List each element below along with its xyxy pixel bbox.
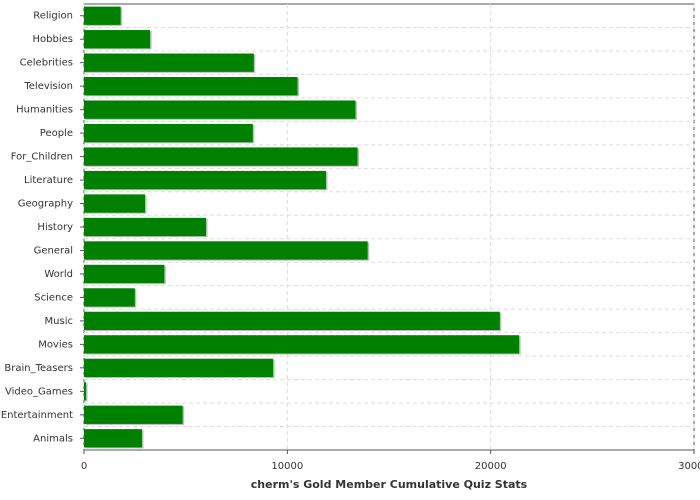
x-tick-label: 0 xyxy=(81,461,87,472)
y-tick-label: For_Children xyxy=(11,152,73,163)
bar xyxy=(84,194,145,213)
bar-layer xyxy=(84,6,521,449)
y-tick-label: Brain_Teasers xyxy=(4,363,73,374)
y-tick-label: Celebrities xyxy=(20,58,73,69)
y-tick-label: Literature xyxy=(24,175,73,186)
bar xyxy=(84,264,165,284)
y-tick-label: Hobbies xyxy=(33,34,73,45)
y-tick-label: Science xyxy=(34,292,73,303)
x-tick-label: 10000 xyxy=(271,461,303,472)
bar xyxy=(84,288,135,307)
bar xyxy=(84,30,151,49)
y-tick-label: Music xyxy=(45,316,73,327)
bar xyxy=(84,170,326,190)
y-tick-label: History xyxy=(37,222,73,233)
y-tick-label: Animals xyxy=(33,433,73,444)
y-tick-label: General xyxy=(34,245,73,256)
bar xyxy=(84,405,183,424)
bar xyxy=(84,335,520,354)
bar xyxy=(84,382,87,401)
x-tick-label: 30000 xyxy=(678,461,700,472)
y-tick-label: Movies xyxy=(38,339,73,350)
bar xyxy=(84,147,358,166)
bar xyxy=(84,53,254,72)
y-tick-label: Religion xyxy=(33,11,73,22)
bar xyxy=(84,429,142,448)
bar xyxy=(84,77,298,96)
x-tick-label: 20000 xyxy=(475,461,507,472)
bar xyxy=(84,241,368,260)
bar xyxy=(84,217,206,237)
bar xyxy=(84,358,274,377)
y-tick-label: Television xyxy=(23,81,73,92)
y-tick-label: Geography xyxy=(18,199,73,210)
bar xyxy=(84,100,356,119)
y-tick-label: People xyxy=(40,128,73,139)
y-tick-label: Entertainment xyxy=(1,410,73,421)
bar xyxy=(84,311,500,331)
x-axis-title: cherm's Gold Member Cumulative Quiz Stat… xyxy=(251,478,528,491)
y-tick-label: World xyxy=(44,269,73,280)
y-tick-label: Video_Games xyxy=(5,386,73,397)
bar xyxy=(84,6,121,25)
bar-shadow xyxy=(85,383,88,402)
label-layer: 0 10000 20000 30000 Religion Hobbies Celebriti… xyxy=(1,11,700,472)
y-tick-label: Humanities xyxy=(16,105,73,116)
bar xyxy=(84,123,253,143)
